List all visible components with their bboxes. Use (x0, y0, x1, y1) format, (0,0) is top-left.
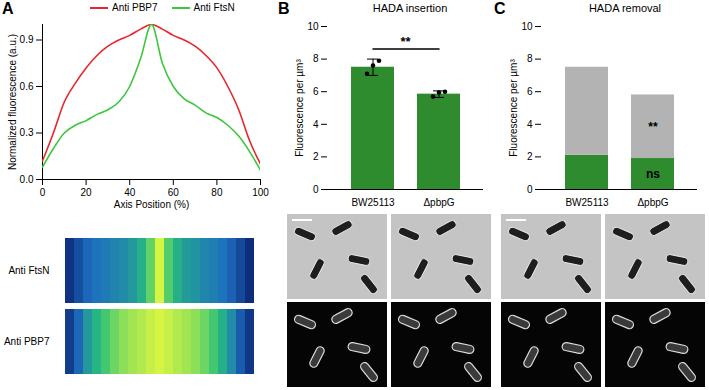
svg-text:2: 2 (527, 151, 533, 162)
svg-text:60: 60 (168, 187, 180, 198)
svg-text:10: 10 (521, 21, 533, 32)
svg-text:80: 80 (211, 187, 223, 198)
svg-text:Fluorescence per µm³: Fluorescence per µm³ (508, 59, 519, 157)
svg-text:Axis Position (%): Axis Position (%) (114, 199, 190, 210)
svg-text:40: 40 (124, 187, 136, 198)
svg-text:6: 6 (527, 86, 533, 97)
html-text:Anti PBP7: Anti PBP7 (112, 2, 158, 13)
svg-text:BW25113: BW25113 (351, 197, 395, 208)
svg-text:0.3: 0.3 (20, 127, 34, 138)
svg-text:Fluorescence per µm³: Fluorescence per µm³ (294, 59, 305, 157)
html-text:HADA removal: HADA removal (588, 2, 662, 14)
svg-text:4: 4 (313, 119, 319, 130)
svg-text:**: ** (648, 120, 658, 134)
svg-text:**: ** (400, 34, 411, 49)
svg-text:0: 0 (40, 187, 46, 198)
svg-text:100: 100 (252, 187, 269, 198)
svg-text:ΔpbpG: ΔpbpG (637, 197, 668, 208)
html-text:HADA insertion: HADA insertion (372, 2, 448, 14)
svg-text:2: 2 (313, 151, 319, 162)
svg-text:Normalized fluorescence (a.u.): Normalized fluorescence (a.u.) (7, 34, 18, 170)
svg-text:0.9: 0.9 (20, 34, 34, 45)
svg-text:6: 6 (313, 86, 319, 97)
html-text:Anti FtsN: Anti FtsN (193, 2, 235, 13)
svg-text:0: 0 (527, 184, 533, 195)
svg-text:0: 0 (313, 184, 319, 195)
svg-text:ns: ns (646, 167, 660, 181)
svg-text:Anti PBP7: Anti PBP7 (4, 336, 50, 347)
html-text:B: B (278, 0, 290, 17)
svg-text:10: 10 (307, 21, 319, 32)
svg-text:4: 4 (527, 119, 533, 130)
svg-text:BW25113: BW25113 (565, 197, 609, 208)
svg-text:0.0: 0.0 (20, 174, 34, 185)
svg-text:ΔpbpG: ΔpbpG (423, 197, 454, 208)
html-text:C: C (494, 0, 506, 17)
svg-text:8: 8 (527, 53, 533, 64)
svg-text:Anti FtsN: Anti FtsN (8, 265, 49, 276)
html-text:A: A (2, 0, 14, 17)
svg-text:8: 8 (313, 53, 319, 64)
svg-text:20: 20 (81, 187, 93, 198)
svg-text:0.6: 0.6 (20, 81, 34, 92)
